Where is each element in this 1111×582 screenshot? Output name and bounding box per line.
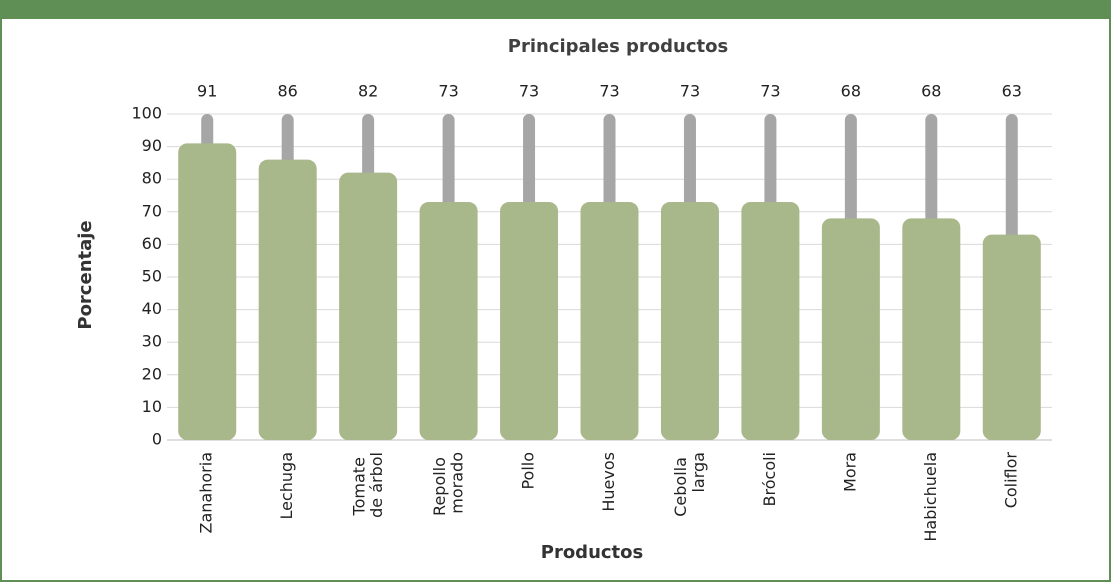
x-tick: Coliflor	[1001, 452, 1020, 509]
x-tick: Mora	[840, 452, 859, 492]
x-tick: Huevos	[599, 452, 618, 512]
y-tick-label: 0	[152, 430, 162, 449]
x-tick: Habichuela	[921, 452, 940, 542]
x-tick: Tomate de árbol	[349, 452, 386, 518]
bar	[982, 234, 1041, 440]
y-tick-label: 10	[142, 397, 162, 416]
x-tick: Lechuga	[277, 452, 296, 520]
y-tick-label: 100	[131, 104, 162, 123]
x-tick-label: Lechuga	[277, 452, 296, 520]
bar	[741, 202, 800, 440]
bar	[580, 202, 639, 440]
y-tick-label: 50	[142, 267, 162, 286]
x-tick-label: Brócoli	[760, 452, 779, 506]
chart-title: Principales productos	[508, 36, 728, 57]
value-label: 82	[358, 82, 378, 101]
x-tick: Cebolla larga	[671, 452, 708, 517]
bar	[258, 159, 317, 440]
x-axis-title: Productos	[541, 542, 644, 563]
y-tick-label: 20	[142, 364, 162, 383]
x-tick-label: Cebolla larga	[671, 452, 708, 517]
value-label: 73	[599, 82, 619, 101]
x-tick: Zanahoria	[197, 452, 216, 533]
x-tick-label: Tomate de árbol	[349, 452, 386, 518]
value-label: 68	[841, 82, 861, 101]
bar	[660, 202, 719, 440]
x-tick-label: Coliflor	[1001, 452, 1020, 509]
bar	[339, 172, 398, 440]
value-label: 73	[680, 82, 700, 101]
header-bar	[0, 0, 1111, 18]
bar	[821, 218, 880, 440]
value-label: 73	[519, 82, 539, 101]
y-tick-label: 90	[142, 136, 162, 155]
y-tick-label: 40	[142, 299, 162, 318]
x-tick: Repollo morado	[429, 452, 466, 516]
y-tick-label: 60	[142, 234, 162, 253]
value-label: 73	[760, 82, 780, 101]
y-axis-title: Porcentaje	[75, 220, 96, 329]
x-tick-label: Huevos	[599, 452, 618, 512]
value-label: 63	[1002, 82, 1022, 101]
y-tick-label: 80	[142, 169, 162, 188]
x-tick-label: Pollo	[519, 452, 538, 490]
y-tick-label: 70	[142, 201, 162, 220]
value-label: 91	[197, 82, 217, 101]
bar	[419, 202, 478, 440]
bar	[500, 202, 559, 440]
x-tick-label: Repollo morado	[429, 452, 466, 516]
frame	[0, 17, 1111, 582]
x-tick-label: Zanahoria	[197, 452, 216, 533]
y-tick-label: 30	[142, 332, 162, 351]
bar	[178, 143, 237, 440]
x-tick-label: Mora	[840, 452, 859, 492]
x-tick: Pollo	[519, 452, 538, 490]
x-tick-label: Habichuela	[921, 452, 940, 542]
x-tick: Brócoli	[760, 452, 779, 506]
value-label: 68	[921, 82, 941, 101]
value-label: 86	[278, 82, 298, 101]
value-label: 73	[438, 82, 458, 101]
bar	[902, 218, 961, 440]
